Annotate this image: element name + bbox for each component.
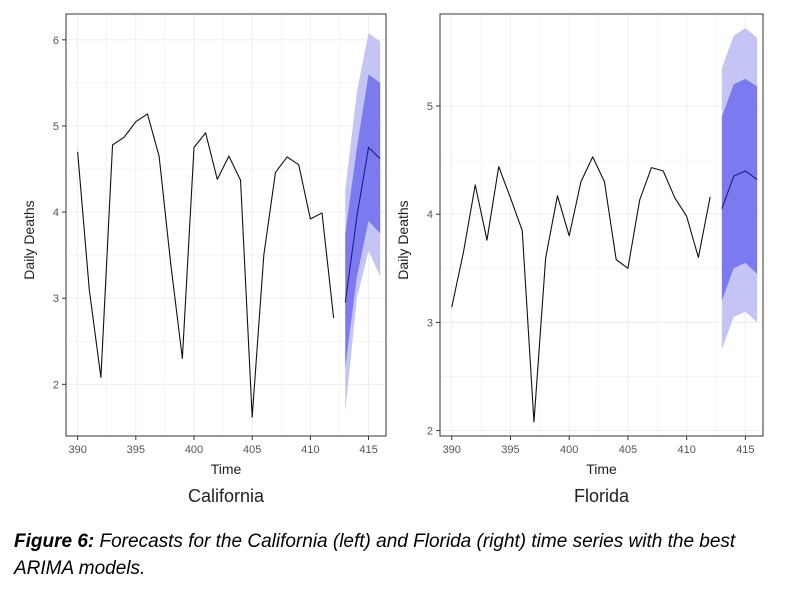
california-chart-title: California [188,486,265,506]
florida-x-tick-label: 400 [560,444,578,456]
florida-axis-ticks: 390 395 400 405 410 415 2 3 4 5 [427,101,755,456]
florida-x-axis-label: Time [586,461,617,477]
florida-forecast-line [721,170,758,209]
florida-y-tick-label: 4 [427,209,433,221]
california-x-tick-label: 410 [301,444,319,456]
california-y-axis-label: Daily Deaths [21,200,37,279]
florida-forecast-band-80 [721,78,758,301]
california-panel: 390 395 400 405 410 415 2 3 4 5 6 Time Daily Death… [21,13,387,506]
figure: 390 395 400 405 410 415 2 3 4 5 6 Time Daily Death… [21,13,764,506]
florida-y-tick-label: 2 [427,426,433,438]
california-x-tick-label: 405 [243,444,261,456]
florida-y-tick-label: 3 [427,317,433,329]
florida-observed-line [451,156,711,423]
florida-y-tick-label: 5 [427,101,433,113]
california-y-tick-label: 6 [53,35,59,47]
florida-x-tick-label: 405 [619,444,637,456]
florida-chart-title: Florida [574,486,630,506]
california-y-tick-label: 4 [53,207,59,219]
california-plot-area [66,14,386,436]
florida-panel: 390 395 400 405 410 415 2 3 4 5 Time Daily Deaths… [395,13,764,506]
california-forecast-bands [345,32,381,412]
california-x-tick-label: 395 [127,444,145,456]
florida-plot-area [440,14,763,436]
california-axis-ticks: 390 395 400 405 410 415 2 3 4 5 6 [53,35,378,456]
california-x-tick-label: 390 [68,444,86,456]
california-y-tick-label: 3 [53,293,59,305]
florida-x-tick-label: 415 [736,444,754,456]
figure-caption: Figure 6: Forecasts for the California (… [14,528,784,582]
california-observed-line [77,113,335,418]
florida-y-axis-label: Daily Deaths [395,200,411,279]
california-forecast-line [344,146,381,303]
florida-panel-border [439,13,764,437]
california-x-tick-label: 400 [185,444,203,456]
california-y-tick-label: 5 [53,121,59,133]
california-x-axis-label: Time [211,461,242,477]
figure-caption-text: Forecasts for the California (left) and … [14,531,736,579]
california-forecast-band-80 [345,74,381,368]
california-series-lines [77,113,381,418]
florida-forecast-bands [721,28,758,350]
california-panel-border [65,13,387,437]
figure-caption-label: Figure 6: [14,531,95,552]
california-x-tick-label: 415 [359,444,377,456]
florida-x-tick-label: 390 [443,444,461,456]
california-y-tick-label: 2 [53,379,59,391]
florida-x-tick-label: 395 [501,444,519,456]
florida-series-lines [451,156,758,423]
florida-x-tick-label: 410 [677,444,695,456]
